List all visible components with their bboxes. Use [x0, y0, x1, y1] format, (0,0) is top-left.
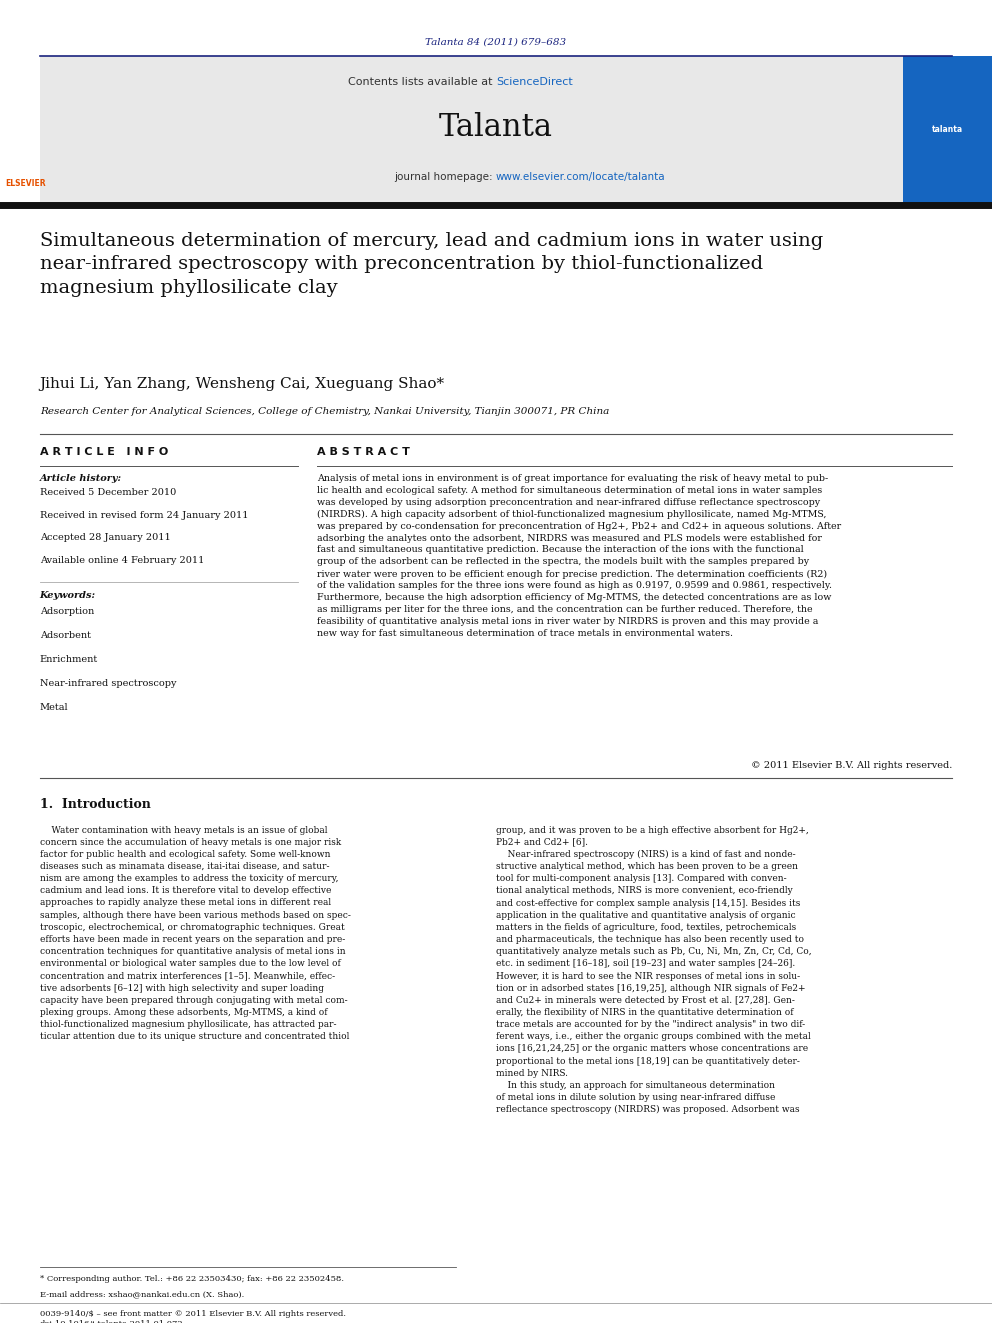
Text: Jihui Li, Yan Zhang, Wensheng Cai, Xueguang Shao*: Jihui Li, Yan Zhang, Wensheng Cai, Xuegu…: [40, 377, 444, 392]
Text: Adsorption: Adsorption: [40, 607, 94, 617]
Text: Research Center for Analytical Sciences, College of Chemistry, Nankai University: Research Center for Analytical Sciences,…: [40, 407, 609, 417]
Text: doi:10.1016/j.talanta.2011.01.072: doi:10.1016/j.talanta.2011.01.072: [40, 1320, 184, 1323]
Text: Talanta: Talanta: [439, 112, 553, 143]
Text: Talanta 84 (2011) 679–683: Talanta 84 (2011) 679–683: [426, 37, 566, 46]
FancyBboxPatch shape: [903, 56, 992, 205]
Text: Metal: Metal: [40, 703, 68, 712]
Text: Contents lists available at: Contents lists available at: [348, 77, 496, 87]
FancyBboxPatch shape: [0, 56, 40, 205]
Text: Water contamination with heavy metals is an issue of global
concern since the ac: Water contamination with heavy metals is…: [40, 826, 350, 1041]
Text: Adsorbent: Adsorbent: [40, 631, 90, 640]
Text: Enrichment: Enrichment: [40, 655, 98, 664]
Text: journal homepage:: journal homepage:: [394, 172, 496, 183]
Text: A B S T R A C T: A B S T R A C T: [317, 447, 411, 458]
Text: Received 5 December 2010: Received 5 December 2010: [40, 488, 176, 497]
Text: Received in revised form 24 January 2011: Received in revised form 24 January 2011: [40, 511, 248, 520]
FancyBboxPatch shape: [40, 56, 903, 205]
Text: Simultaneous determination of mercury, lead and cadmium ions in water using
near: Simultaneous determination of mercury, l…: [40, 232, 823, 296]
Text: Available online 4 February 2011: Available online 4 February 2011: [40, 556, 204, 565]
Text: www.elsevier.com/locate/talanta: www.elsevier.com/locate/talanta: [496, 172, 666, 183]
Text: talanta: talanta: [931, 126, 963, 134]
Text: * Corresponding author. Tel.: +86 22 23503430; fax: +86 22 23502458.: * Corresponding author. Tel.: +86 22 235…: [40, 1275, 343, 1283]
Text: 1.  Introduction: 1. Introduction: [40, 798, 151, 811]
Text: Near-infrared spectroscopy: Near-infrared spectroscopy: [40, 679, 177, 688]
Text: 0039-9140/$ – see front matter © 2011 Elsevier B.V. All rights reserved.: 0039-9140/$ – see front matter © 2011 El…: [40, 1310, 345, 1318]
Text: E-mail address: xshao@nankai.edu.cn (X. Shao).: E-mail address: xshao@nankai.edu.cn (X. …: [40, 1290, 244, 1298]
Text: A R T I C L E   I N F O: A R T I C L E I N F O: [40, 447, 168, 458]
Text: Article history:: Article history:: [40, 474, 122, 483]
Text: Keywords:: Keywords:: [40, 591, 96, 601]
Text: Analysis of metal ions in environment is of great importance for evaluating the : Analysis of metal ions in environment is…: [317, 474, 841, 638]
Text: Accepted 28 January 2011: Accepted 28 January 2011: [40, 533, 171, 542]
Text: group, and it was proven to be a high effective absorbent for Hg2+,
Pb2+ and Cd2: group, and it was proven to be a high ef…: [496, 826, 811, 1114]
Text: ScienceDirect: ScienceDirect: [496, 77, 572, 87]
Text: © 2011 Elsevier B.V. All rights reserved.: © 2011 Elsevier B.V. All rights reserved…: [751, 761, 952, 770]
Text: ELSEVIER: ELSEVIER: [5, 179, 46, 188]
